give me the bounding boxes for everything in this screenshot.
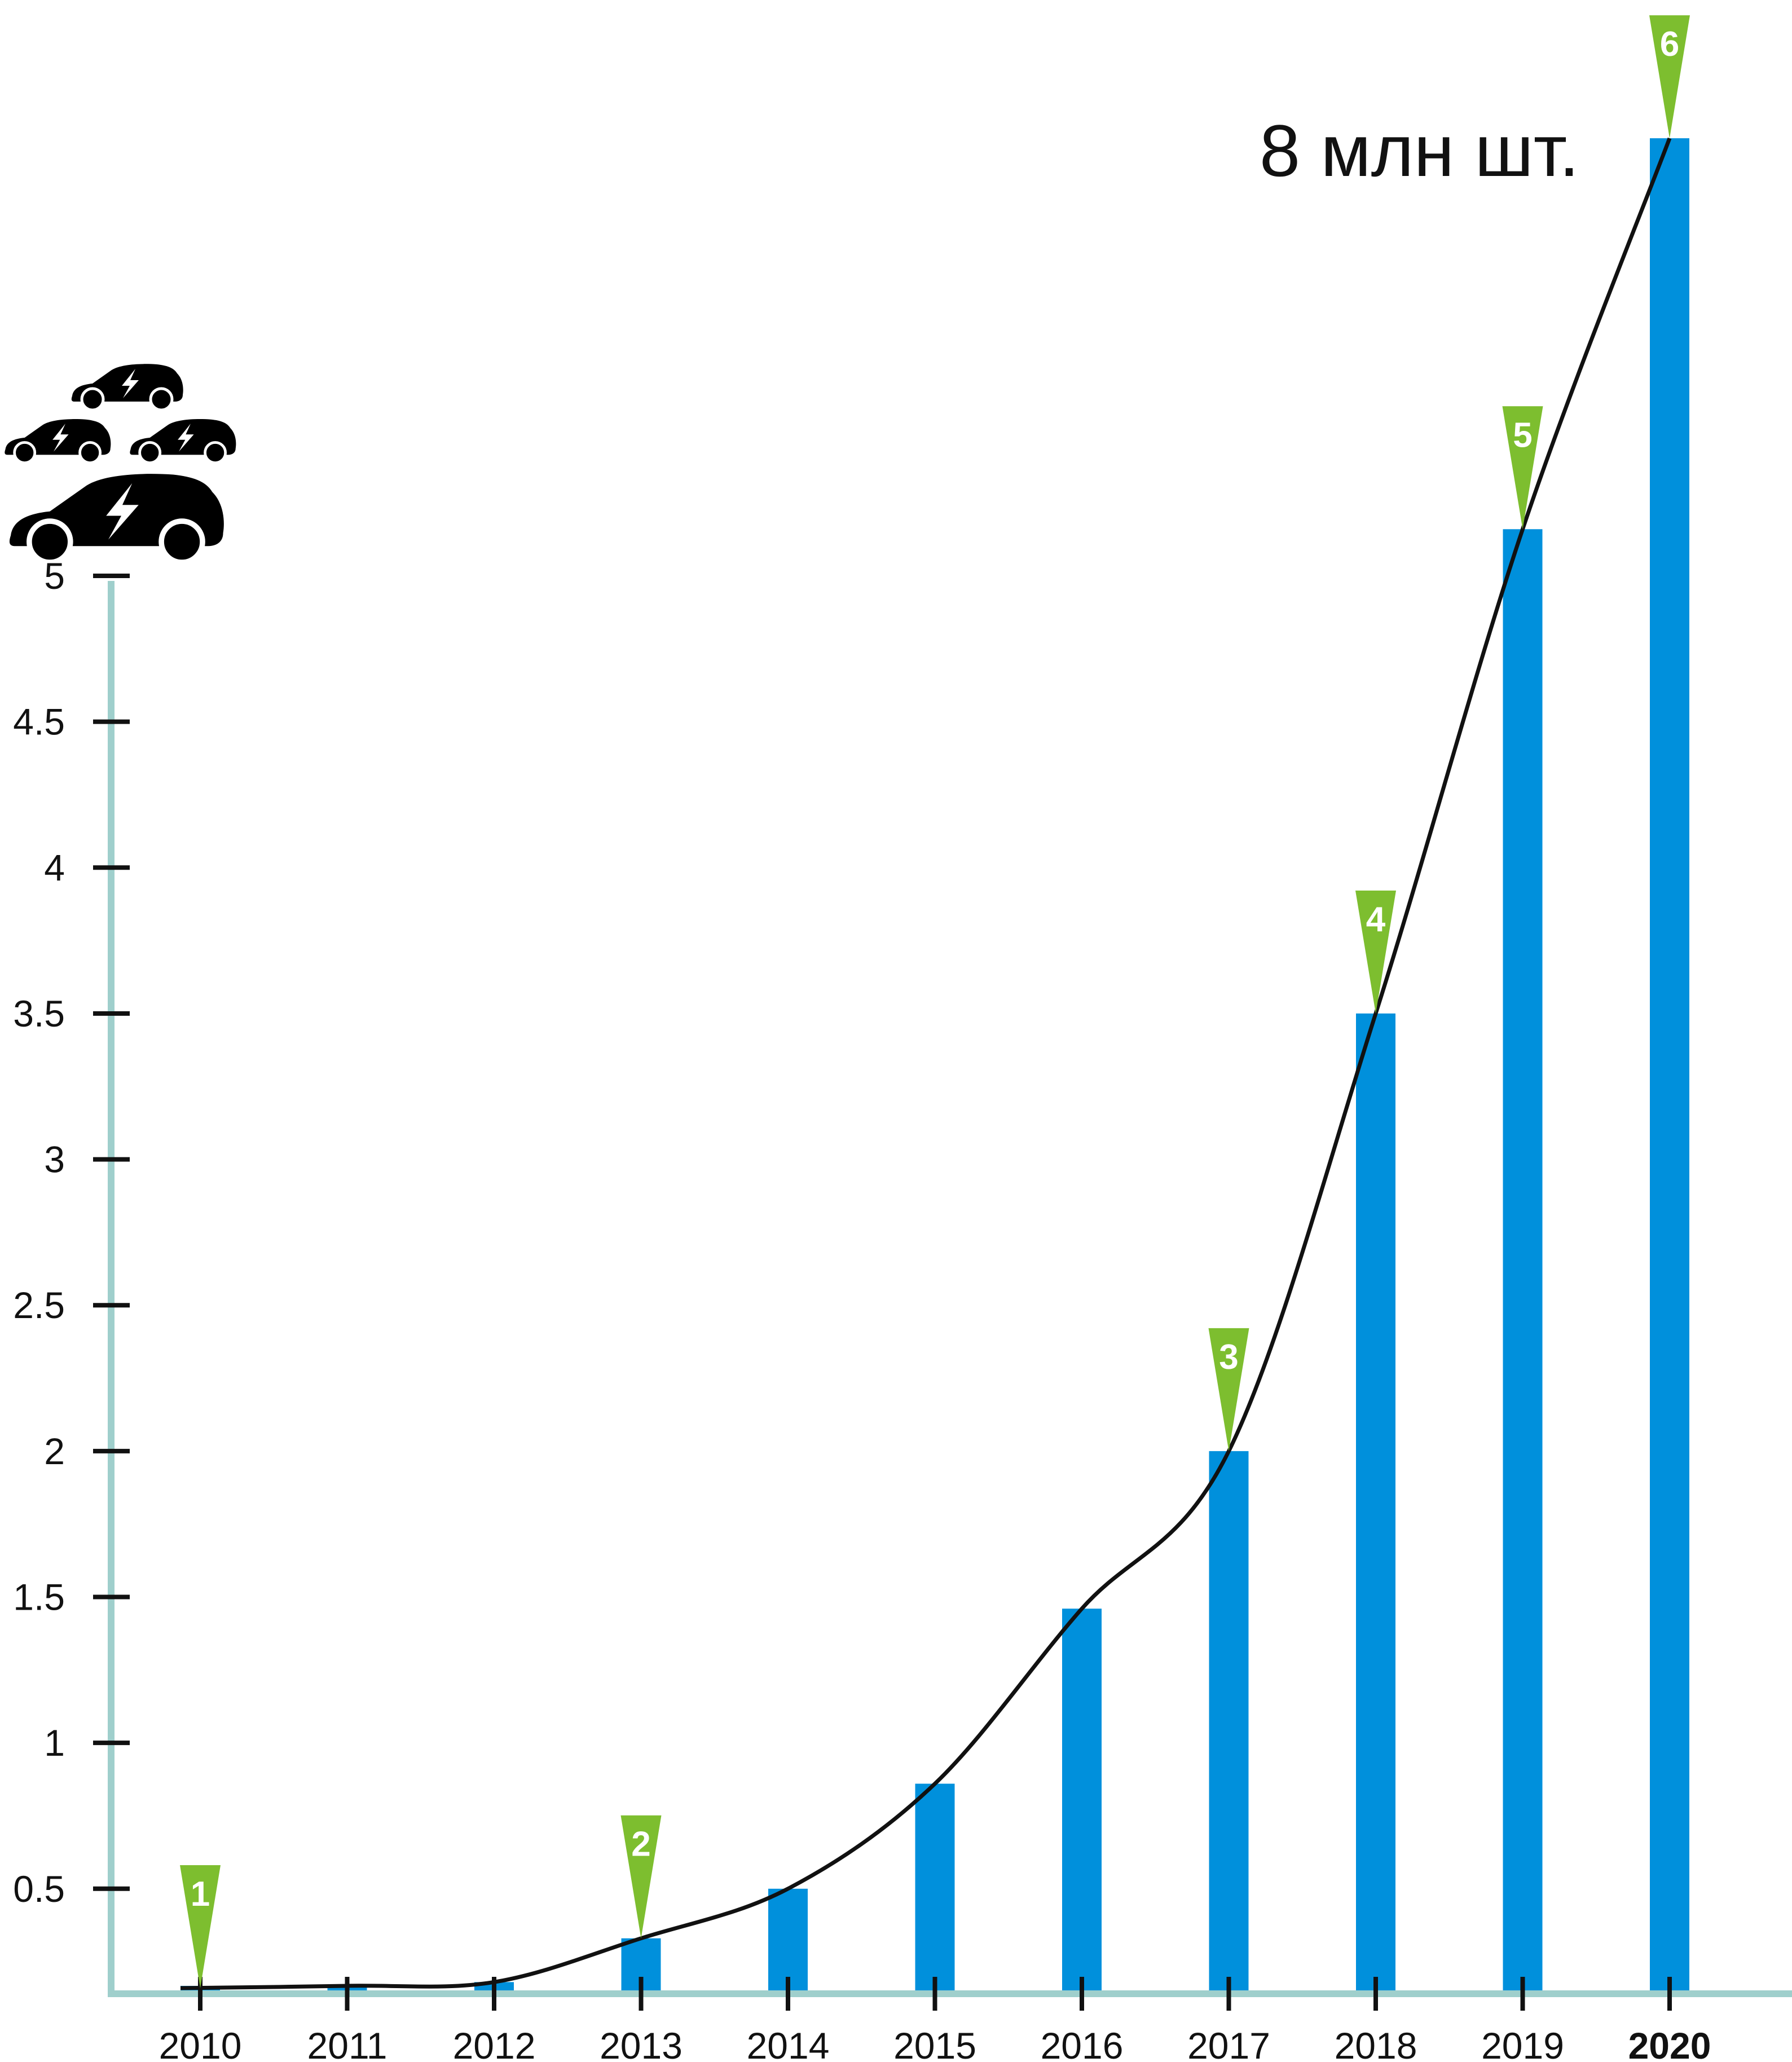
marker-pin-icon	[1502, 406, 1543, 530]
marker-4: 4	[1355, 890, 1396, 1014]
marker-label: 5	[1513, 416, 1532, 455]
marker-2: 2	[620, 1815, 662, 1938]
bar-2017	[1209, 1451, 1249, 1994]
y-tick-label: 1.5	[13, 1576, 65, 1618]
marker-label: 4	[1366, 900, 1386, 939]
x-tick-label: 2010	[159, 2025, 242, 2062]
y-tick-label: 4.5	[13, 701, 65, 743]
x-tick-label: 2014	[747, 2025, 830, 2062]
bar-2015	[915, 1783, 955, 1994]
marker-label: 6	[1660, 25, 1679, 64]
x-tick-label: 2015	[893, 2025, 976, 2062]
y-tick-label: 5	[44, 555, 65, 597]
x-tick-label: 2012	[453, 2025, 536, 2062]
trend-curve	[180, 137, 1672, 1990]
marker-label: 1	[191, 1875, 210, 1914]
bar-2016	[1062, 1609, 1102, 1994]
y-tick-label: 2.5	[13, 1284, 65, 1326]
bar-2018	[1356, 1013, 1395, 1994]
markers-layer: 1 2 3 4 5 6	[180, 15, 1690, 1988]
bars-layer	[180, 138, 1689, 1994]
marker-1: 1	[180, 1865, 221, 1988]
marker-pin-icon	[1355, 890, 1396, 1014]
marker-5: 5	[1502, 406, 1543, 530]
bar-2020	[1650, 138, 1689, 1994]
marker-label: 3	[1219, 1338, 1238, 1377]
electric-car-icon	[130, 419, 236, 463]
x-tick-label: 2016	[1041, 2025, 1124, 2062]
electric-car-icon	[10, 474, 224, 562]
y-tick-label: 4	[44, 847, 65, 888]
marker-pin-icon	[620, 1815, 662, 1938]
y-tick-label: 3	[44, 1139, 65, 1180]
bar-2014	[768, 1888, 808, 1994]
x-tick-label: 2011	[307, 2025, 388, 2062]
bar-2019	[1503, 529, 1543, 1994]
electric-car-icon	[72, 364, 183, 410]
y-tick-label: 1	[44, 1722, 65, 1764]
axes	[108, 581, 1792, 1997]
electric-cars-illustration	[5, 364, 236, 562]
y-tick-label: 3.5	[13, 993, 65, 1034]
x-tick-label: 2018	[1335, 2025, 1417, 2062]
y-ticks: 0.5 1 1.5 2 2.5 3 3.5 4 4.5 5	[13, 555, 130, 1910]
x-tick-label: 2020	[1628, 2025, 1711, 2062]
marker-pin-icon	[1649, 15, 1690, 139]
x-ticks: 2010 2011 2012 2013 2014 2015 2016 2017 2018 2019…	[159, 1977, 1711, 2062]
x-tick-label: 2013	[600, 2025, 683, 2062]
y-tick-label: 0.5	[13, 1868, 65, 1910]
x-tick-label: 2019	[1481, 2025, 1564, 2062]
electric-car-icon	[5, 419, 111, 463]
x-tick-label: 2017	[1187, 2025, 1270, 2062]
total-annotation: 8 млн шт.	[1260, 109, 1579, 192]
marker-6: 6	[1649, 15, 1690, 139]
marker-3: 3	[1208, 1328, 1249, 1451]
marker-pin-icon	[180, 1865, 221, 1988]
marker-label: 2	[631, 1825, 650, 1864]
marker-pin-icon	[1208, 1328, 1249, 1451]
y-tick-label: 2	[44, 1430, 65, 1472]
